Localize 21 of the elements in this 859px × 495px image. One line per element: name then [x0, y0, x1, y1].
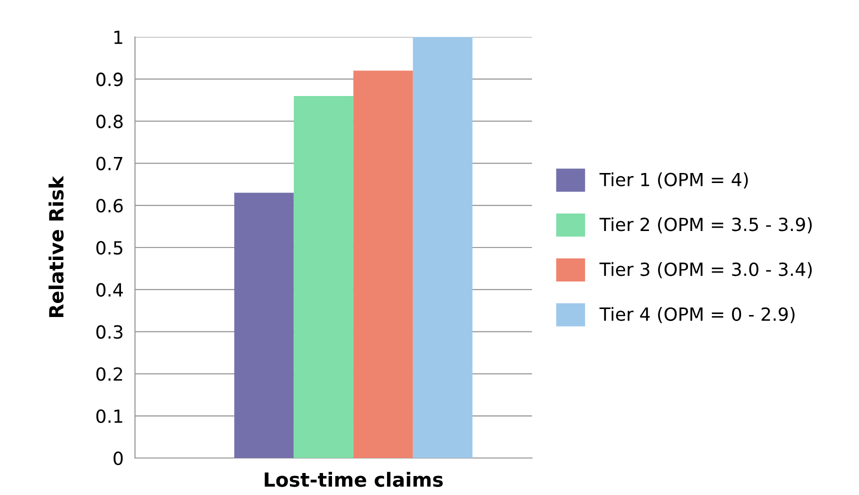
y-tick-label: 0.9 [96, 72, 123, 86]
y-tick-label: 0 [114, 451, 123, 466]
legend-label: Tier 2 (OPM = 3.5 - 3.9) [599, 217, 812, 234]
y-axis-title: Relative Risk [48, 176, 64, 318]
bar [353, 70, 413, 458]
legend-label: Tier 4 (OPM = 0 - 2.9) [599, 306, 795, 324]
y-tick-label: 0.5 [96, 240, 122, 255]
legend-label: Tier 3 (OPM = 3.0 - 3.4) [599, 262, 812, 278]
bar [294, 96, 354, 458]
y-tick-label: 0.8 [96, 114, 123, 128]
bar [234, 192, 294, 458]
y-tick-label: 1 [114, 30, 122, 44]
bar [412, 37, 472, 458]
x-tick-label: Lost-time claims [264, 472, 443, 487]
y-tick-label: 0.6 [96, 198, 123, 213]
y-tick-label: 0.1 [96, 409, 122, 424]
legend-label: Tier 1 (OPM = 4) [599, 172, 748, 188]
y-tick-label: 0.4 [96, 283, 123, 297]
y-tick-label: 0.3 [96, 325, 122, 339]
y-tick-label: 0.2 [96, 367, 122, 381]
y-tick-label: 0.7 [96, 156, 122, 170]
